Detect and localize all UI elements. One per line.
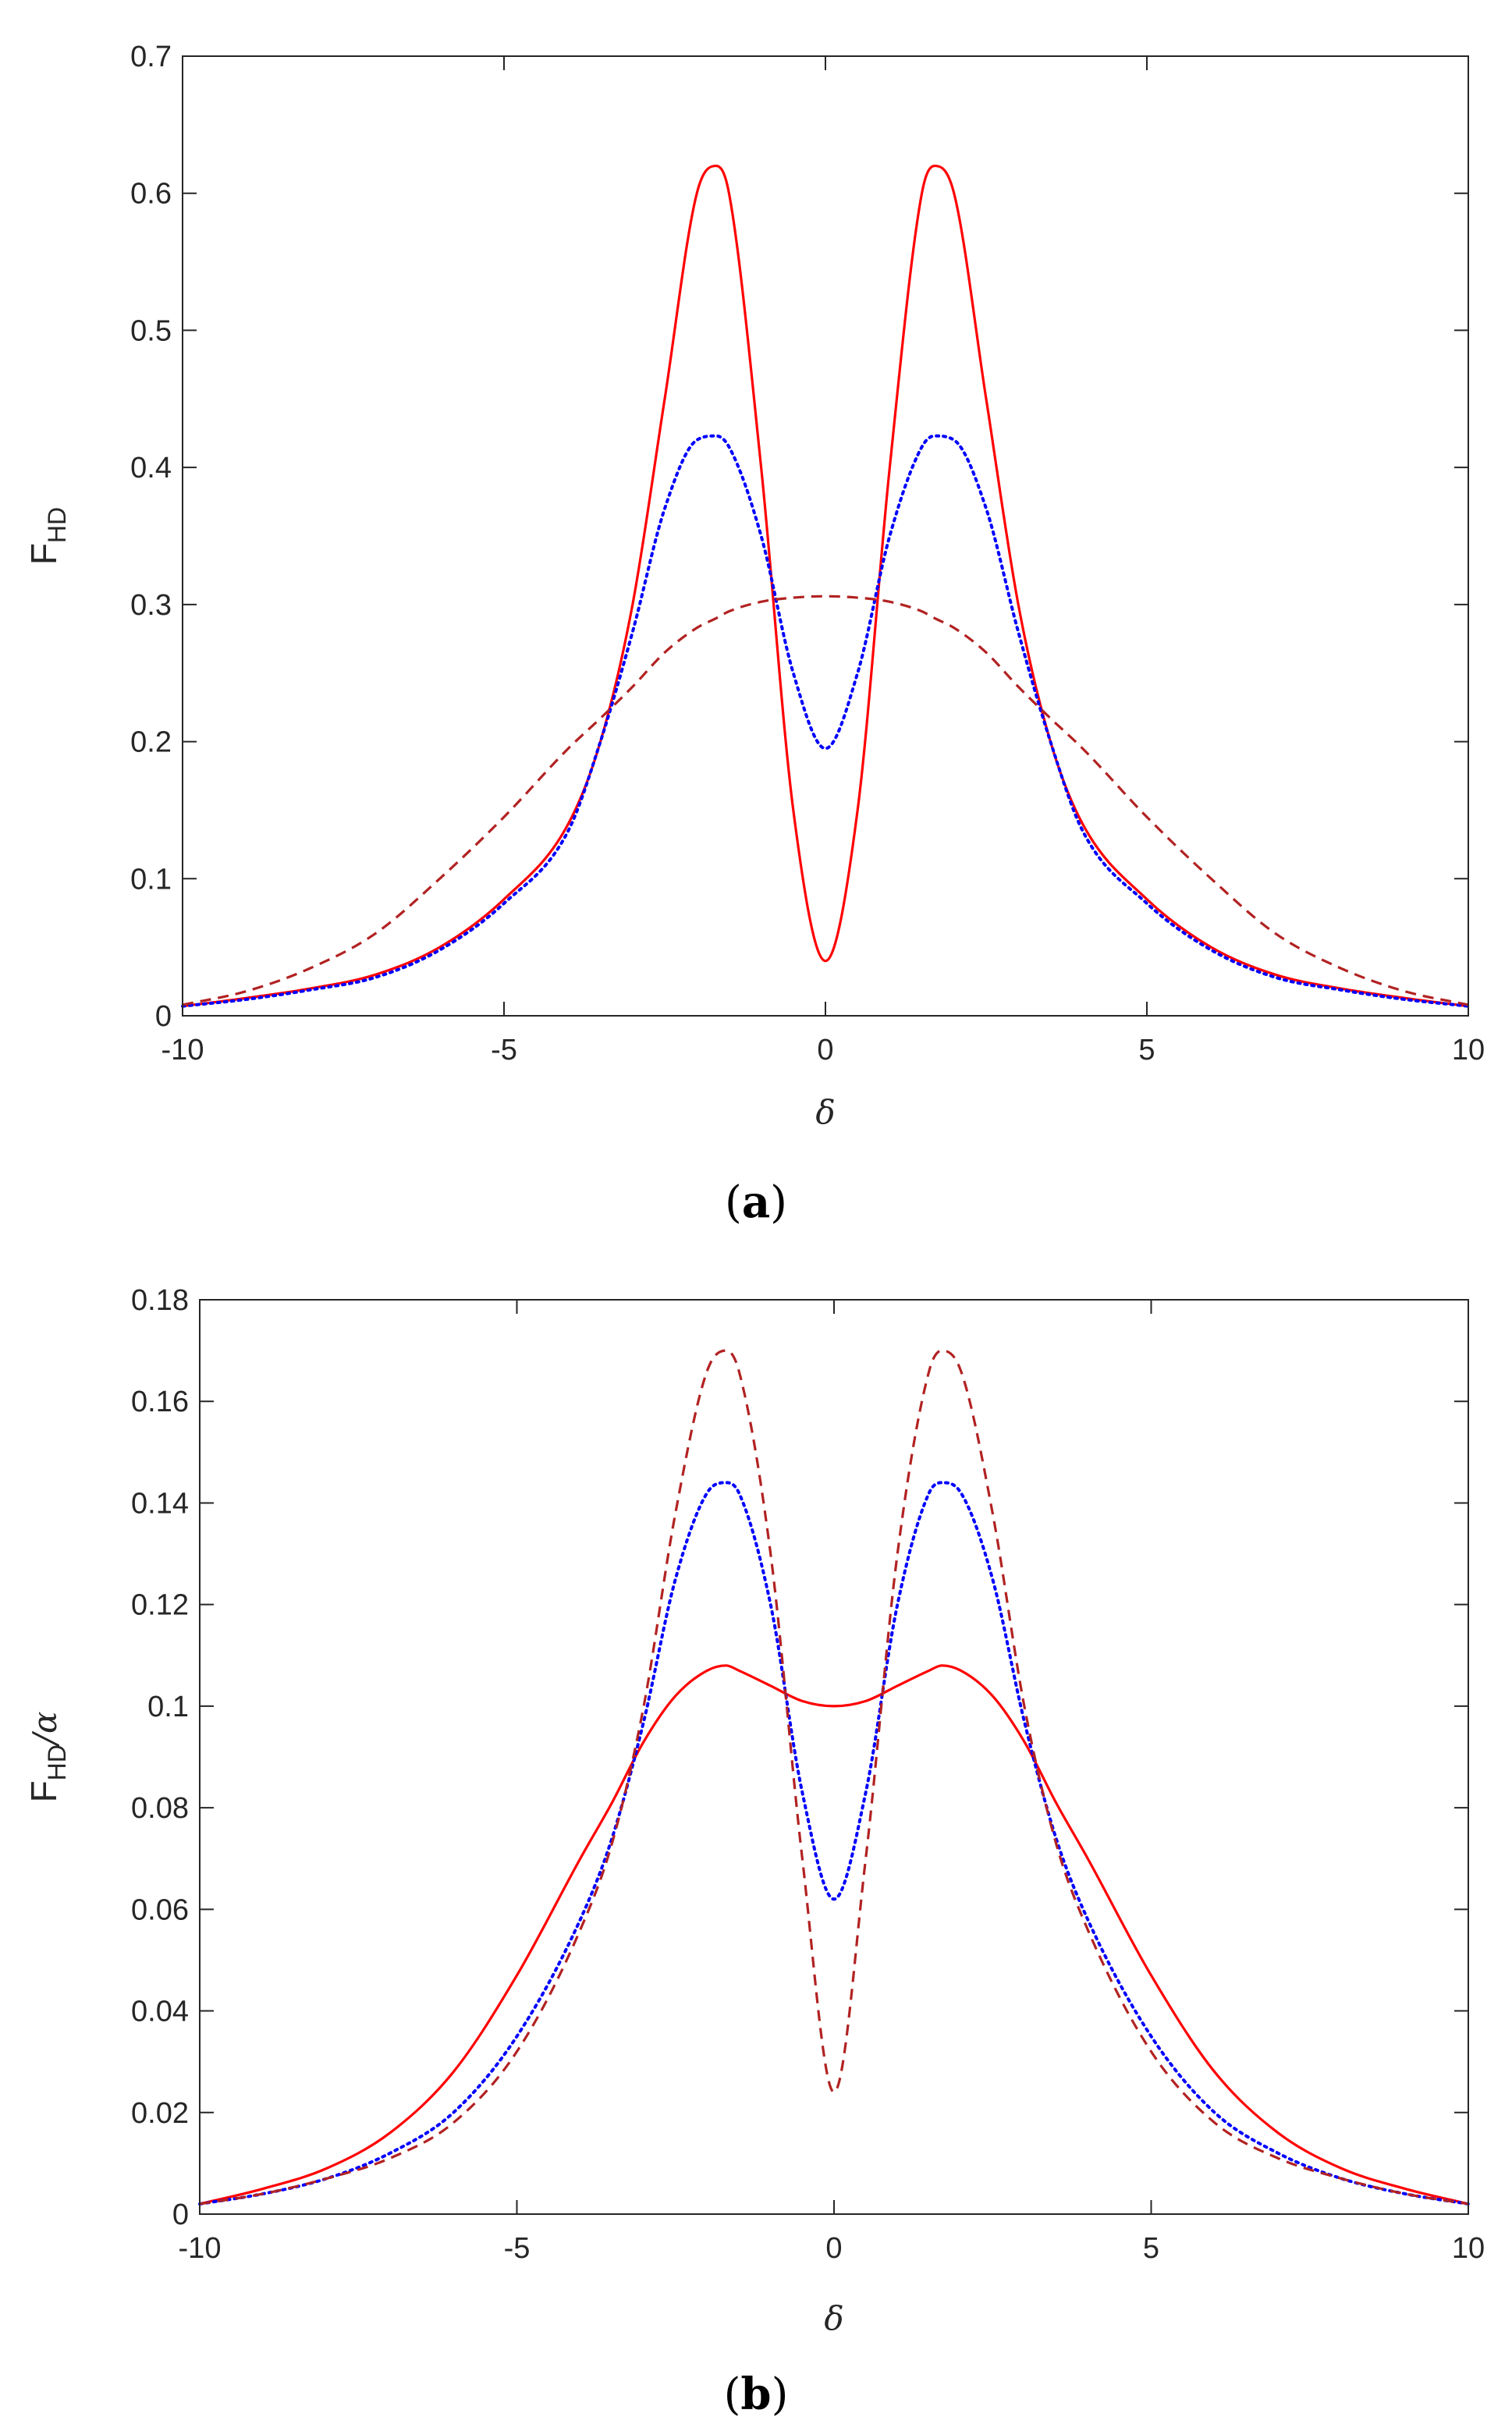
chart-a-x-tick-label: 5: [1138, 1034, 1155, 1066]
chart-a-series-dashed-line: [182, 594, 1469, 1006]
chart-a-series-dotted-line: [181, 434, 1470, 1008]
chart-a-x-tick-label: 10: [1452, 1034, 1485, 1066]
chart-b-y-tick-label: 0.1: [147, 1691, 189, 1723]
chart-a-y-tick-label: 0.3: [130, 589, 172, 622]
chart-a-panel-label: (a): [725, 1176, 787, 1228]
chart-b-x-tick-label: 0: [825, 2232, 842, 2265]
chart-b-y-tick-label: 0.18: [131, 1284, 189, 1317]
chart-a-y-axis-label-subscript: HD: [43, 507, 71, 543]
chart-b-y-axis-label-main: F: [23, 1780, 64, 1802]
chart-b-x-tick-label: 10: [1452, 2232, 1485, 2265]
chart-a-y-tick-label: 0.4: [130, 452, 172, 484]
chart-a-y-tick-label: 0.1: [130, 863, 172, 896]
chart-b-y-tick-label: 0.06: [131, 1893, 189, 1926]
chart-b-y-tick-label: 0.02: [131, 2097, 189, 2130]
chart-b-series-layer: [198, 1349, 1470, 2206]
chart-b-x-tick-label: -5: [504, 2232, 531, 2265]
chart-b: -10 -5 0 5 10 0 0.02 0.04 0.06 0.08 0.1 0.12 0.14 0.1…: [23, 1284, 1485, 2420]
chart-b-y-tick-label: 0: [172, 2199, 189, 2231]
chart-a-x-tick-label: 0: [817, 1034, 833, 1066]
chart-b-y-tick-label: 0.12: [131, 1589, 189, 1622]
chart-b-x-tick-label: 5: [1143, 2232, 1159, 2265]
chart-a-panel-letter: a: [742, 1176, 770, 1228]
chart-b-y-axis-label-suffix: /α: [26, 1712, 64, 1748]
chart-b-y-axis-label-subscript: HD: [43, 1744, 71, 1780]
chart-a-y-tick-label: 0.7: [130, 41, 172, 73]
chart-b-y-tick-label: 0.14: [131, 1487, 189, 1520]
chart-b-y-tick-label: 0.16: [131, 1386, 189, 1418]
chart-a-y-tick-label: 0: [155, 1000, 172, 1033]
chart-b-ticks: -10 -5 0 5 10 0 0.02 0.04 0.06 0.08 0.1 0.12 0.14 0.1…: [131, 1284, 1485, 2265]
chart-a-y-tick-label: 0.2: [130, 726, 172, 759]
chart-b-series-solid-line: [199, 1664, 1469, 2206]
chart-b-panel-label: (b): [724, 2369, 789, 2420]
chart-a-series-layer: [181, 164, 1470, 1008]
chart-a-y-tick-label: 0.5: [130, 314, 172, 347]
chart-a-x-tick-label: -10: [161, 1034, 204, 1066]
chart-a-x-tick-label: -5: [491, 1034, 517, 1066]
chart-a-y-axis-label: FHD: [23, 507, 71, 565]
chart-b-y-axis-label: FHD/α: [23, 1712, 71, 1803]
chart-b-x-axis-label: δ: [824, 2299, 843, 2337]
chart-a-y-axis-label-main: F: [23, 543, 64, 565]
chart-a-y-tick-label: 0.6: [130, 178, 172, 211]
chart-b-panel-letter: b: [740, 2369, 771, 2420]
chart-a-x-axis-label: δ: [815, 1093, 835, 1131]
chart-a-series-solid-line: [182, 164, 1469, 1008]
chart-b-series-dotted-line: [198, 1481, 1470, 2206]
chart-b-y-tick-label: 0.08: [131, 1792, 189, 1825]
chart-a-ticks: -10 -5 0 5 10 0 0.1 0.2 0.3 0.4 0.5 0.6 0.7: [130, 41, 1485, 1066]
chart-b-y-tick-label: 0.04: [131, 1996, 189, 2028]
chart-b-x-tick-label: -10: [179, 2232, 222, 2265]
chart-a: -10 -5 0 5 10 0 0.1 0.2 0.3 0.4 0.5 0.6 0.7 δ FHD (a…: [23, 41, 1485, 1228]
chart-b-series-dashed-line: [199, 1349, 1469, 2206]
